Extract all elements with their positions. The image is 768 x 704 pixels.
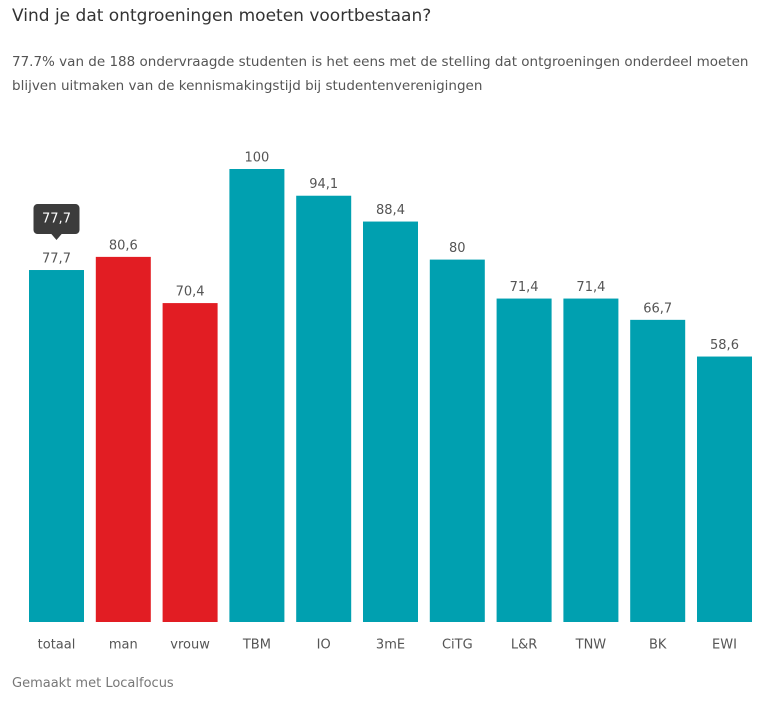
bar bbox=[630, 319, 686, 622]
value-label: 58,6 bbox=[710, 338, 739, 353]
value-label: 70,4 bbox=[176, 285, 205, 300]
bar bbox=[162, 303, 218, 622]
bar bbox=[563, 298, 619, 622]
bar bbox=[697, 356, 752, 622]
tooltip-label: 77,7 bbox=[42, 212, 71, 227]
bar bbox=[229, 169, 285, 622]
x-tick-label: vrouw bbox=[170, 638, 210, 653]
tooltip: 77,7 bbox=[33, 204, 80, 241]
tooltip-pointer bbox=[50, 233, 63, 241]
value-label: 66,7 bbox=[643, 301, 672, 316]
bar bbox=[363, 221, 418, 622]
bar bbox=[29, 270, 84, 622]
x-tick-label: EWI bbox=[712, 638, 737, 653]
bar bbox=[95, 256, 151, 622]
x-tick-label: CiTG bbox=[442, 638, 473, 653]
bar bbox=[296, 195, 352, 623]
x-tick-label: TNW bbox=[575, 638, 607, 653]
value-label: 94,1 bbox=[309, 177, 338, 192]
chart-subtitle: 77.7% van de 188 ondervraagde studenten … bbox=[12, 54, 749, 94]
x-tick-label: totaal bbox=[38, 638, 76, 653]
x-tick-label: IO bbox=[317, 638, 331, 653]
value-label: 80,6 bbox=[109, 238, 138, 253]
bar bbox=[429, 259, 485, 622]
x-tick-label: L&R bbox=[511, 638, 537, 653]
x-tick-label: TBM bbox=[242, 638, 271, 653]
value-label: 88,4 bbox=[376, 203, 405, 218]
x-tick-label: man bbox=[109, 638, 138, 653]
chart-title: Vind je dat ontgroeningen moeten voortbe… bbox=[12, 6, 432, 26]
bar bbox=[496, 298, 552, 622]
value-label: 77,7 bbox=[42, 252, 71, 267]
value-label: 80 bbox=[449, 241, 466, 256]
value-label: 71,4 bbox=[576, 280, 605, 295]
x-tick-label: BK bbox=[649, 638, 667, 653]
x-tick-label: 3mE bbox=[376, 638, 405, 653]
value-label: 71,4 bbox=[510, 280, 539, 295]
tooltip-box bbox=[33, 204, 80, 235]
footer: Gemaakt met Localfocus bbox=[12, 676, 174, 691]
value-label: 100 bbox=[244, 151, 269, 166]
